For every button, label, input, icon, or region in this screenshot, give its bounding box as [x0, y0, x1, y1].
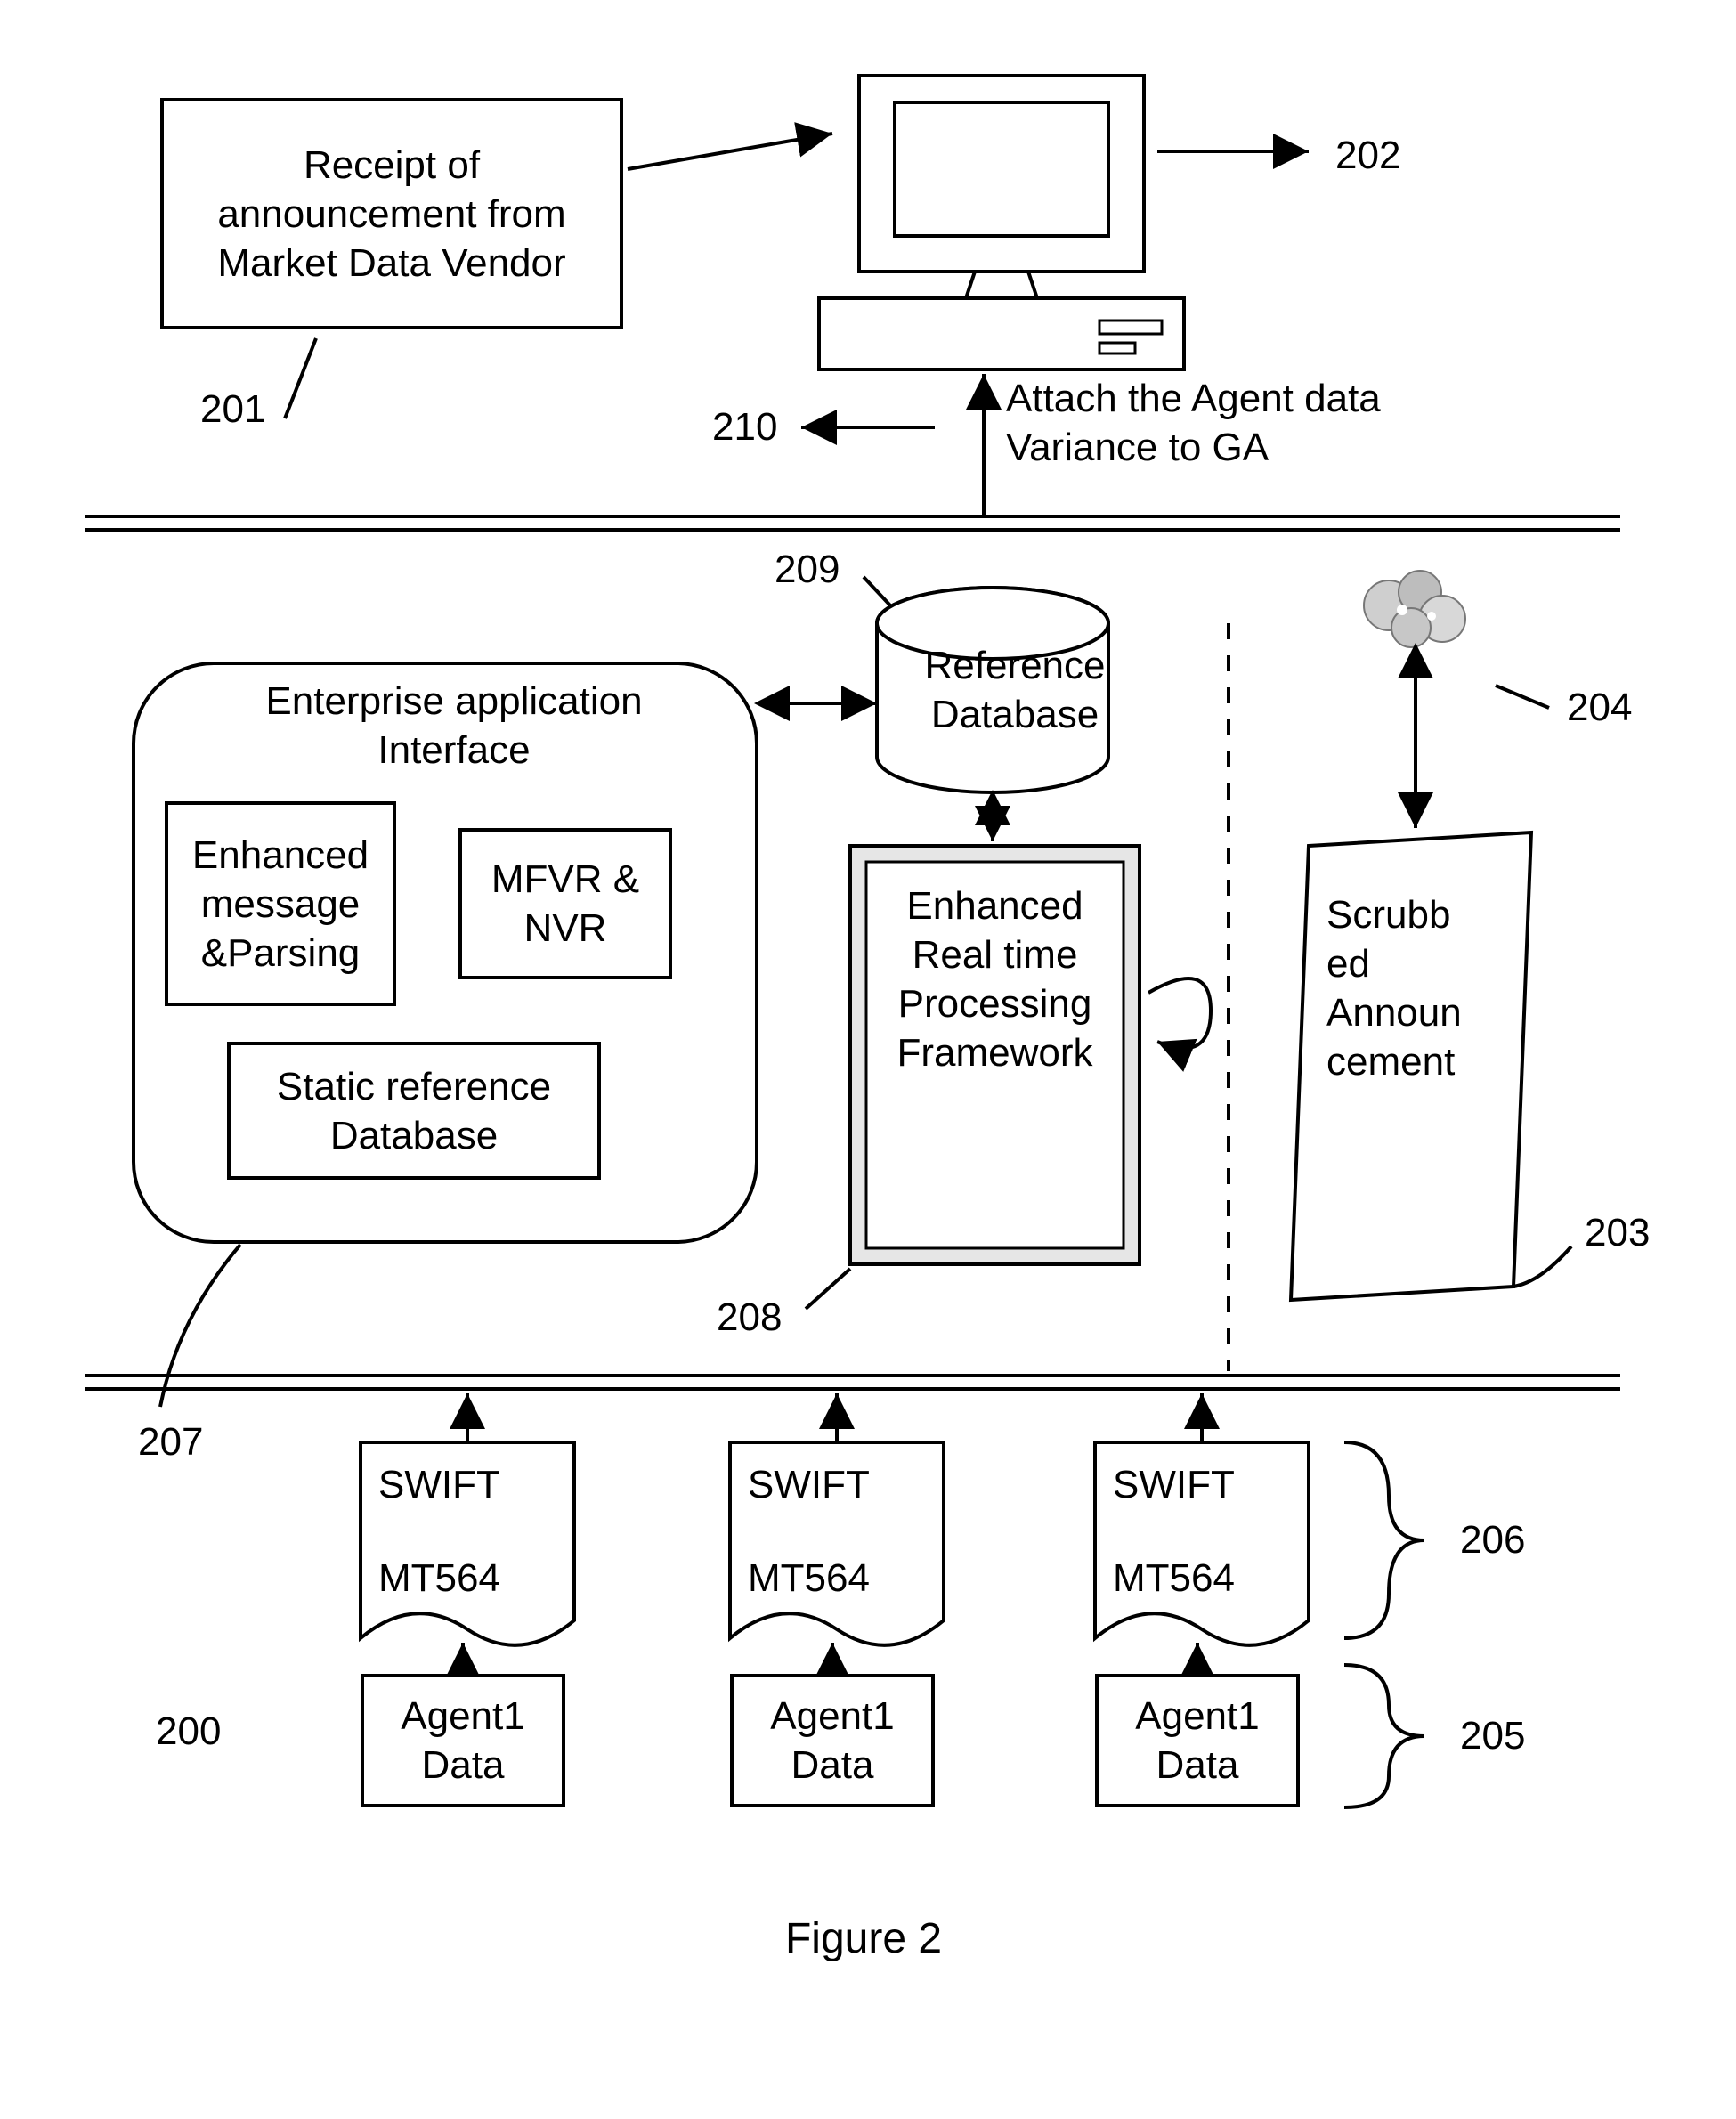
mfvr-box: MFVR & NVR — [458, 828, 672, 979]
ref-209: 209 — [775, 548, 840, 592]
swift-2-top: SWIFT — [748, 1460, 926, 1509]
figure-caption: Figure 2 — [730, 1914, 997, 1963]
ref-203: 203 — [1585, 1211, 1650, 1255]
eai-title-text: Enterprise application Interface — [265, 679, 642, 772]
agent-1-text: Agent1 Data — [373, 1692, 553, 1790]
ref-207: 207 — [138, 1420, 203, 1465]
ref-db-label: Reference Database — [904, 641, 1126, 739]
receipt-text: Receipt of announcement from Market Data… — [173, 141, 611, 288]
diagram-canvas: Receipt of announcement from Market Data… — [0, 0, 1736, 2119]
attach-label: Attach the Agent data Variance to GA — [1006, 374, 1505, 472]
enhanced-message-box: Enhanced message &Parsing — [165, 801, 396, 1006]
eai-title: Enterprise application Interface — [249, 677, 659, 775]
swift-3-top: SWIFT — [1113, 1460, 1291, 1509]
ref-210: 210 — [712, 405, 777, 450]
ref-206: 206 — [1460, 1518, 1525, 1563]
ref-db-text: Reference Database — [924, 644, 1105, 736]
ref-201: 201 — [200, 387, 265, 432]
swift-1-top: SWIFT — [378, 1460, 556, 1509]
attach-text: Attach the Agent data Variance to GA — [1006, 377, 1381, 469]
static-ref-box: Static reference Database — [227, 1042, 601, 1180]
agent-3-box: Agent1 Data — [1095, 1674, 1300, 1807]
scrubbed-text: Scrubb ed Announ cement — [1326, 893, 1462, 1084]
agent-2-box: Agent1 Data — [730, 1674, 935, 1807]
agent-2-text: Agent1 Data — [742, 1692, 922, 1790]
framework-label: Enhanced Real time Processing Framework — [877, 881, 1113, 1077]
ref-200: 200 — [156, 1709, 221, 1754]
static-ref-text: Static reference Database — [239, 1062, 588, 1160]
receipt-box: Receipt of announcement from Market Data… — [160, 98, 623, 329]
swift-2-bot: MT564 — [748, 1554, 926, 1603]
agent-3-text: Agent1 Data — [1107, 1692, 1287, 1790]
ref-208: 208 — [717, 1295, 782, 1340]
agent-1-box: Agent1 Data — [361, 1674, 565, 1807]
framework-text: Enhanced Real time Processing Framework — [896, 884, 1092, 1075]
enhanced-message-text: Enhanced message &Parsing — [177, 831, 384, 978]
swift-3-bot: MT564 — [1113, 1554, 1291, 1603]
figure-caption-text: Figure 2 — [785, 1915, 942, 1962]
mfvr-text: MFVR & NVR — [471, 855, 660, 953]
scrubbed-label: Scrubb ed Announ cement — [1326, 890, 1496, 1086]
swift-1-bot: MT564 — [378, 1554, 556, 1603]
ref-202: 202 — [1335, 134, 1400, 178]
ref-204: 204 — [1567, 686, 1632, 730]
ref-205: 205 — [1460, 1714, 1525, 1758]
